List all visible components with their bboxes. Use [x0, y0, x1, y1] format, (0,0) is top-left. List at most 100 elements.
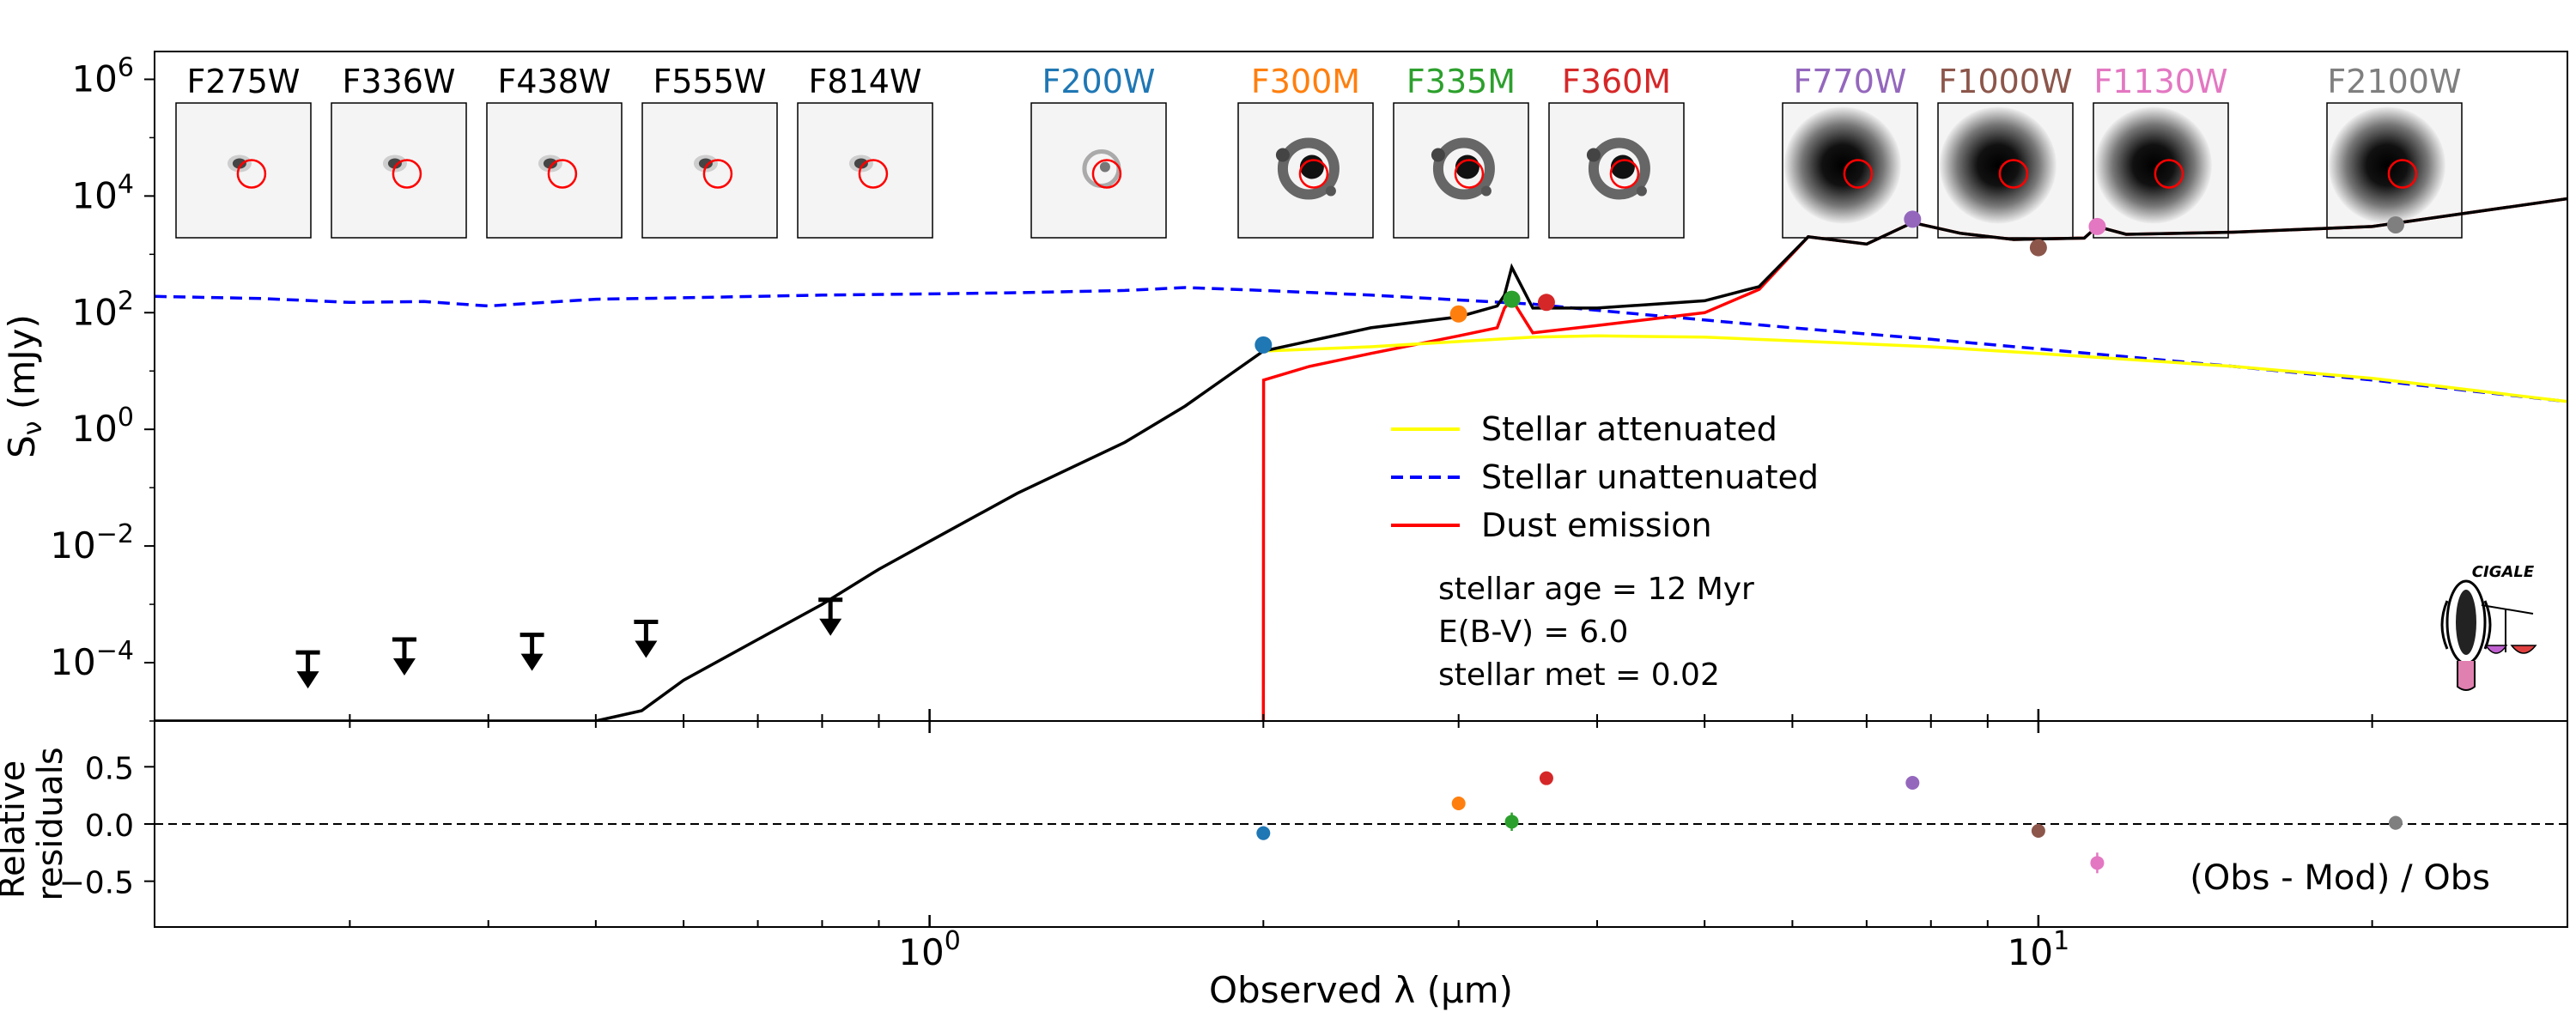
annotation-stellar-age: stellar age = 12 Myr	[1438, 572, 1754, 607]
aperture-circle	[858, 159, 889, 189]
x-tick-label-base: 10	[898, 931, 944, 973]
source-knot	[1275, 148, 1290, 162]
y-tick-label-base: 10	[50, 524, 95, 566]
y-tick-label: 10−2	[50, 519, 134, 566]
y-tick-label: 10−4	[50, 636, 134, 683]
filter-label: F555W	[653, 63, 767, 100]
sed-points	[1255, 210, 2404, 354]
observed-point	[1255, 336, 1273, 354]
y-tick-label-exponent: −2	[96, 519, 134, 549]
filter-thumbnail: F555W	[641, 63, 778, 239]
filter-label: F2100W	[2327, 63, 2461, 100]
x-tick-label: 101	[2008, 926, 2070, 973]
y-label-subscript: ν	[18, 421, 48, 435]
filter-thumbnail: F335M	[1393, 63, 1529, 239]
source-halo	[848, 154, 873, 173]
y-tick-label-exponent: 6	[118, 52, 134, 82]
filter-thumbnail: F1130W	[2093, 63, 2229, 239]
x-tick-label: 100	[898, 926, 961, 973]
upper-limit-arrow	[392, 637, 416, 676]
source-knot	[1586, 148, 1601, 162]
source-halo	[538, 154, 562, 173]
source-knot	[1431, 148, 1445, 162]
aperture-circle	[392, 159, 422, 189]
aperture-circle	[547, 159, 578, 189]
y-tick-label-base: 10	[71, 174, 117, 216]
observed-point	[2088, 217, 2106, 235]
filter-label: F335M	[1406, 63, 1516, 100]
residual-panel: 0.50.0−0.5 100 101 Relative residuals (Ob…	[0, 709, 2568, 1011]
residual-y-axis: 0.5 0.0 −0.5	[59, 751, 155, 901]
y-tick-label-exponent: 4	[118, 169, 134, 199]
legend-label: Dust emission	[1481, 506, 1712, 544]
model-parameters: stellar age = 12 Myr E(B-V) = 6.0 stella…	[1438, 572, 1754, 693]
residual-y-label: Relative residuals	[0, 747, 70, 900]
residual-points	[1256, 771, 2403, 874]
filter-label: F814W	[809, 63, 922, 100]
thumbnail-frame	[1030, 102, 1167, 239]
upper-limit-arrow	[519, 633, 544, 671]
filter-label: F1000W	[1938, 63, 2072, 100]
filter-label: F336W	[343, 63, 456, 100]
aperture-circle	[1298, 159, 1329, 189]
filter-label: F300M	[1251, 63, 1360, 100]
filter-thumbnail: F2100W	[2326, 63, 2463, 239]
upper-limit-arrow	[818, 597, 843, 636]
filter-thumbnail: F1000W	[1937, 63, 2074, 239]
filter-thumbnail: F275W	[175, 63, 312, 239]
sed-curves	[155, 197, 2567, 721]
source-ring	[1432, 137, 1495, 200]
source-psf	[2094, 106, 2212, 224]
y-tick-label: 102	[71, 286, 134, 333]
residual-point	[2031, 824, 2045, 838]
series-line-stellar-attenuated	[1263, 334, 2567, 403]
residual-y-label-line-1: Relative	[0, 760, 33, 899]
x-axis: 100 101	[154, 709, 2568, 973]
residual-point	[1256, 826, 1271, 840]
thumbnail-frame	[486, 102, 623, 239]
legend: Stellar attenuated Stellar unattenuated Du…	[1391, 410, 1819, 544]
thumbnail-frame	[175, 102, 312, 239]
y-tick-label: 100	[71, 403, 134, 450]
observed-point	[1449, 305, 1467, 323]
residual-point	[2388, 815, 2403, 830]
residual-y-tick-label: 0.5	[85, 751, 134, 786]
residual-point	[1539, 771, 1553, 785]
filter-thumbnails: F275W F336W F438W F555W F814W F200W F300M F335M…	[175, 63, 2463, 239]
aperture-circle	[2154, 159, 2184, 189]
aperture-circle	[1454, 159, 1485, 189]
filter-thumbnail: F360M	[1548, 63, 1685, 239]
observed-point	[1503, 290, 1521, 308]
aperture-circle	[2387, 159, 2418, 189]
y-tick-label-base: 10	[71, 408, 117, 450]
residual-point	[1451, 797, 1466, 810]
series-line-stellar-unattenuated	[155, 286, 2567, 403]
residual-point	[2090, 856, 2105, 870]
aperture-circle	[702, 159, 733, 189]
filter-label: F770W	[1794, 63, 1907, 100]
source-knot	[1636, 185, 1647, 197]
source-core	[1299, 154, 1324, 179]
source-blob	[698, 158, 713, 169]
source-ring	[1588, 137, 1650, 200]
observed-point	[1904, 210, 1922, 228]
filter-thumbnail: F336W	[331, 63, 467, 239]
aperture-circle	[1843, 159, 1874, 189]
annotation-stellar-met: stellar met = 0.02	[1438, 657, 1720, 693]
filter-label: F1130W	[2093, 63, 2227, 100]
source-halo	[693, 154, 718, 173]
residual-panel-frame	[154, 720, 2568, 928]
upper-limit-arrow	[634, 620, 659, 658]
source-core	[1455, 154, 1479, 179]
source-blob	[854, 158, 868, 169]
source-core	[1610, 154, 1635, 179]
filter-label: F438W	[498, 63, 611, 100]
cigale-logo-text: CIGALE	[2472, 563, 2535, 581]
thumbnail-frame	[331, 102, 467, 239]
residual-y-tick-label: −0.5	[59, 866, 134, 901]
x-tick-label-exponent: 1	[2053, 926, 2069, 956]
source-blob	[232, 158, 246, 169]
filter-thumbnail: F200W	[1030, 63, 1167, 239]
